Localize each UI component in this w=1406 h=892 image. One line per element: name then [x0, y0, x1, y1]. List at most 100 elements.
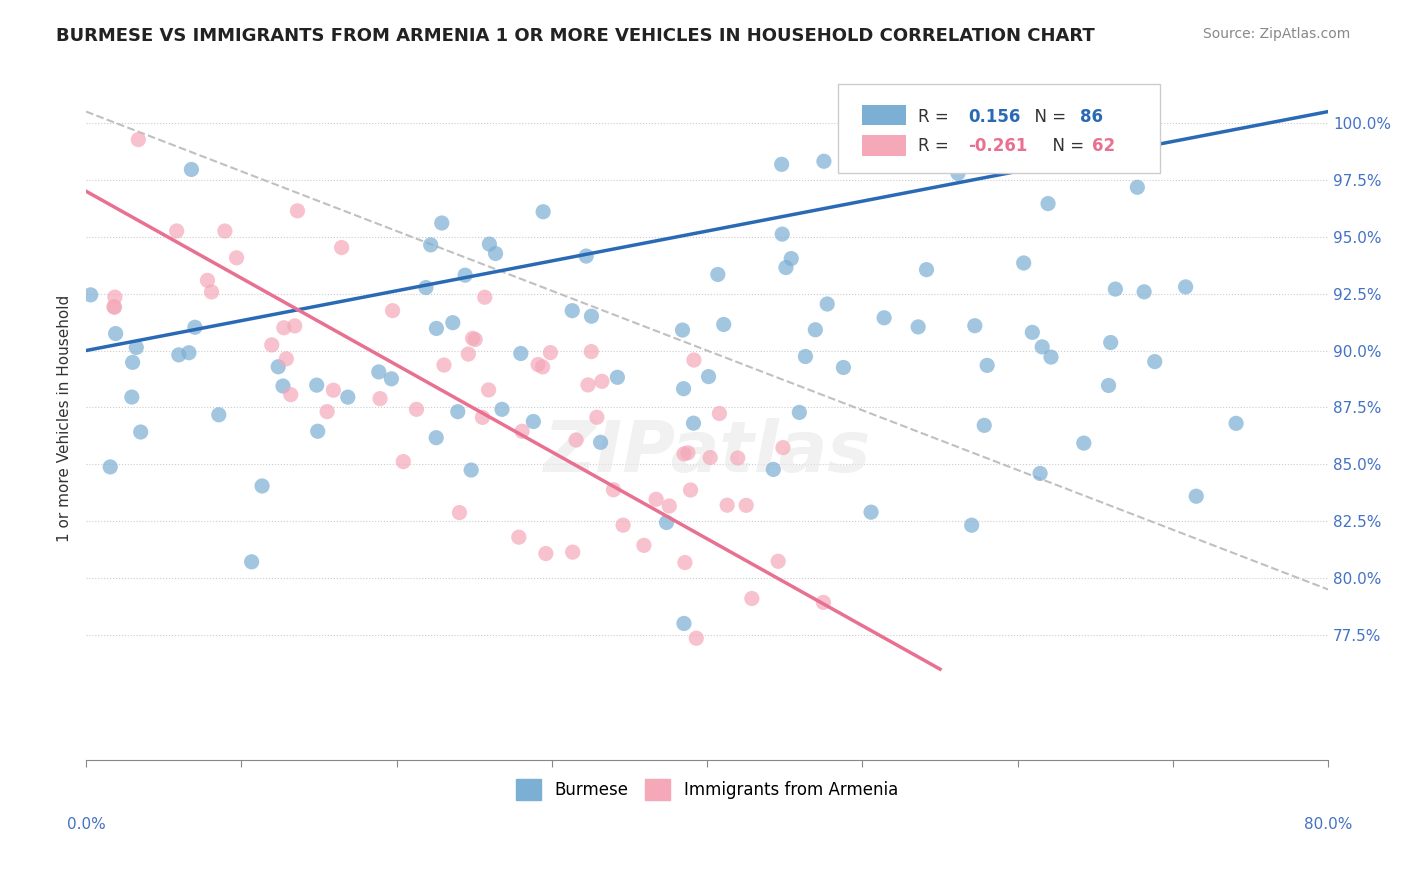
Point [699, 450, 721, 465]
Point [381, 303, 404, 318]
Text: 0.156: 0.156 [967, 108, 1021, 126]
Point [735, 499, 758, 513]
Point [538, 345, 561, 359]
Point [457, 347, 479, 361]
Point [225, 251, 247, 265]
Point [1073, 436, 1095, 450]
Point [425, 431, 447, 445]
Point [460, 463, 482, 477]
Point [177, 345, 200, 359]
Point [447, 404, 470, 418]
Point [727, 450, 749, 465]
Point [713, 318, 735, 332]
Point [707, 268, 730, 282]
Point [963, 318, 986, 333]
Text: R =: R = [918, 136, 955, 154]
Point [214, 224, 236, 238]
Point [103, 300, 125, 314]
Text: 0.0%: 0.0% [66, 817, 105, 832]
Point [813, 154, 835, 169]
FancyBboxPatch shape [838, 84, 1160, 173]
Point [1021, 326, 1043, 340]
Point [832, 360, 855, 375]
Point [125, 341, 148, 355]
Point [508, 530, 530, 544]
Point [208, 408, 231, 422]
Point [330, 241, 353, 255]
Point [534, 547, 557, 561]
Point [322, 383, 344, 397]
Point [180, 162, 202, 177]
Point [672, 382, 695, 396]
Point [575, 249, 598, 263]
Point [380, 372, 402, 386]
Point [679, 483, 702, 497]
Text: 86: 86 [1080, 108, 1102, 126]
Point [591, 374, 613, 388]
Point [474, 290, 496, 304]
Point [676, 446, 699, 460]
Point [585, 410, 607, 425]
Point [522, 415, 544, 429]
Point [478, 383, 501, 397]
Point [276, 351, 298, 366]
Point [527, 358, 550, 372]
Point [419, 238, 441, 252]
Point [392, 454, 415, 468]
Point [960, 518, 983, 533]
Point [336, 390, 359, 404]
Point [280, 387, 302, 401]
Point [589, 435, 612, 450]
Point [98, 459, 121, 474]
Point [1104, 282, 1126, 296]
Point [804, 323, 827, 337]
Point [762, 462, 785, 476]
Point [775, 260, 797, 275]
Point [780, 252, 803, 266]
Point [946, 166, 969, 180]
Point [915, 262, 938, 277]
Point [697, 369, 720, 384]
Text: 62: 62 [1092, 136, 1115, 154]
Point [430, 216, 453, 230]
Point [425, 321, 447, 335]
Point [672, 447, 695, 461]
Point [79, 288, 101, 302]
Point [709, 407, 731, 421]
Point [770, 227, 793, 241]
Point [166, 224, 188, 238]
Point [1143, 354, 1166, 368]
Point [471, 410, 494, 425]
Point [103, 300, 125, 314]
Point [367, 365, 389, 379]
Point [121, 390, 143, 404]
Point [602, 483, 624, 497]
Point [1031, 340, 1053, 354]
Point [772, 441, 794, 455]
Text: N =: N = [1024, 108, 1071, 126]
Point [129, 425, 152, 439]
Point [672, 616, 695, 631]
Point [104, 326, 127, 341]
Point [1126, 180, 1149, 194]
Point [316, 404, 339, 418]
Point [671, 323, 693, 337]
Text: ZIPatlas: ZIPatlas [543, 418, 870, 487]
Point [683, 353, 706, 368]
Point [167, 348, 190, 362]
Text: N =: N = [1042, 136, 1090, 154]
Text: 80.0%: 80.0% [1303, 817, 1353, 832]
Point [907, 319, 929, 334]
Point [1097, 378, 1119, 392]
Point [307, 424, 329, 438]
Point [433, 358, 456, 372]
FancyBboxPatch shape [862, 104, 905, 125]
Point [491, 402, 513, 417]
Point [860, 505, 883, 519]
Point [405, 402, 427, 417]
Point [415, 280, 437, 294]
Point [576, 378, 599, 392]
Point [250, 479, 273, 493]
Point [561, 545, 583, 559]
Point [976, 359, 998, 373]
